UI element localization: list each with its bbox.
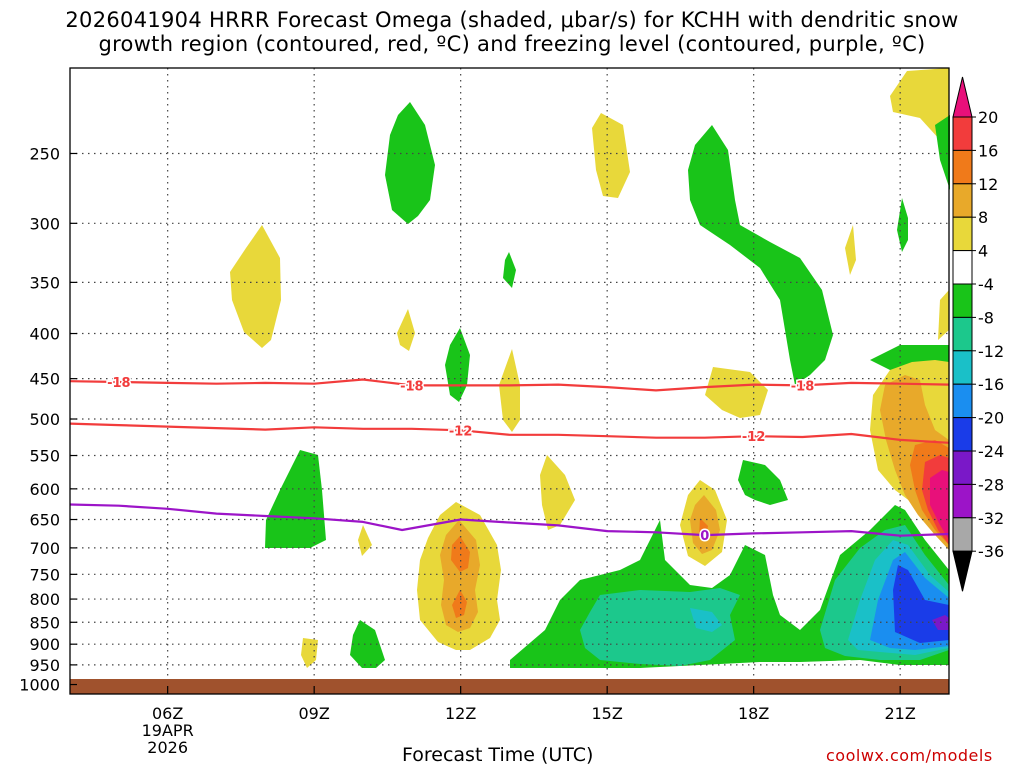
dgz-minus18-line <box>69 378 950 392</box>
x-tick-label: 06Z <box>152 704 183 723</box>
colorbar-bin <box>952 450 973 485</box>
colorbar-bin <box>952 283 973 318</box>
colorbar-label: -24 <box>978 442 1004 461</box>
colorbar-bin <box>952 517 973 552</box>
y-tick-label: 500 <box>29 410 60 429</box>
colorbar-bin <box>952 250 973 285</box>
y-tick-label: 950 <box>29 656 60 675</box>
dgz-minus18-label: -18 <box>791 379 815 394</box>
freezing-level-line <box>69 503 950 537</box>
colorbar-label: 16 <box>978 141 998 160</box>
colorbar-bin <box>952 483 973 519</box>
colorbar-label: -20 <box>978 409 1004 428</box>
y-tick-label: 1000 <box>19 676 60 695</box>
y-tick-label: 600 <box>29 480 60 499</box>
colorbar-top-arrow <box>952 76 973 118</box>
colorbar-bin <box>952 216 973 252</box>
colorbar-label: -12 <box>978 342 1004 361</box>
y-tick-label: 800 <box>29 590 60 609</box>
dgz-minus18-label: -18 <box>400 379 424 394</box>
dgz-minus12-line <box>69 422 950 444</box>
dgz-minus18-label: -18 <box>107 376 131 391</box>
y-axis: 250 300 350 400 450 500 550 600 650 700 750 800 850 9… <box>19 144 77 695</box>
x-tick-label: 21Z <box>885 704 916 723</box>
y-tick-label: 700 <box>29 539 60 558</box>
y-tick-label: 250 <box>29 144 60 163</box>
y-tick-label: 400 <box>29 325 60 344</box>
colorbar-bin <box>952 350 973 385</box>
dgz-minus12-label: -12 <box>449 424 473 439</box>
colorbar-label: -32 <box>978 509 1004 528</box>
colorbar-bin <box>952 417 973 452</box>
y-tick-label: 450 <box>29 370 60 389</box>
colorbar-label: -16 <box>978 375 1004 394</box>
x-tick-label: 18Z <box>738 704 769 723</box>
x-tick-label: 09Z <box>299 704 330 723</box>
colorbar-bin <box>952 116 973 151</box>
x-tick-year: 2026 <box>147 738 188 757</box>
colorbar-label: -4 <box>978 275 994 294</box>
credit-link[interactable]: coolwx.com/models <box>826 746 993 765</box>
y-tick-label: 300 <box>29 214 60 233</box>
x-axis-title: Forecast Time (UTC) <box>402 744 594 766</box>
dgz-minus12-label: -12 <box>742 430 766 445</box>
colorbar-label: -8 <box>978 308 994 327</box>
colorbar-label: 4 <box>978 242 988 261</box>
y-tick-label: 850 <box>29 613 60 632</box>
colorbar-bottom-arrow <box>952 550 973 592</box>
x-tick-date: 19APR <box>142 721 194 740</box>
freezing-level-label: 0 <box>700 529 709 544</box>
colorbar-label: 12 <box>978 175 998 194</box>
colorbar-bin <box>952 383 973 419</box>
colorbar-bin <box>952 149 973 185</box>
y-tick-label: 350 <box>29 273 60 292</box>
y-tick-label: 650 <box>29 511 60 530</box>
colorbar-label: 8 <box>978 208 988 227</box>
y-tick-label: 550 <box>29 447 60 466</box>
chart-title-line-2: growth region (contoured, red, ºC) and f… <box>98 32 926 56</box>
x-tick-label: 12Z <box>445 704 476 723</box>
chart-title-line-1: 2026041904 HRRR Forecast Omega (shaded, … <box>65 8 959 32</box>
colorbar-bin <box>952 316 973 352</box>
ground-bar <box>70 679 949 694</box>
colorbar-label: -28 <box>978 475 1004 494</box>
colorbar: 20 16 12 8 4 -4 -8 -12 -16 -20 -24 -28 -32 -36 <box>952 76 1004 592</box>
colorbar-label: 20 <box>978 108 998 127</box>
y-tick-label: 900 <box>29 635 60 654</box>
colorbar-bin <box>952 183 973 218</box>
x-tick-label: 15Z <box>592 704 623 723</box>
omega-shading <box>230 68 950 668</box>
contour-lines: -18 -18 -18 -12 -12 0 <box>69 375 950 546</box>
colorbar-label: -36 <box>978 542 1004 561</box>
plot-frame <box>69 67 950 695</box>
y-tick-label: 750 <box>29 565 60 584</box>
